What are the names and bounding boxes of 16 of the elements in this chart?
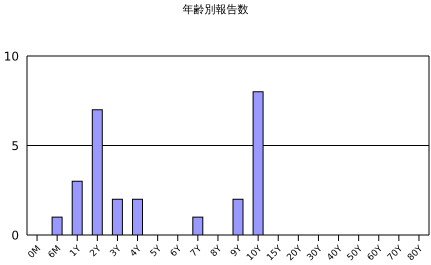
x-tick-label: 4Y: [128, 244, 144, 260]
x-tick-label: 9Y: [229, 244, 245, 260]
y-tick-label: 0: [11, 228, 19, 242]
x-tick-label: 2Y: [88, 244, 104, 260]
x-tick-label: 8Y: [209, 244, 224, 260]
chart-title: 年齢別報告数: [182, 2, 250, 17]
x-tick-label: 1Y: [68, 244, 84, 260]
y-tick-label: 10: [4, 49, 19, 64]
x-tick-label: 3Y: [108, 244, 124, 260]
x-tick-label: 40Y: [326, 244, 346, 264]
y-tick-label: 5: [11, 138, 19, 153]
x-tick-label: 6Y: [168, 244, 184, 260]
x-tick-label: 7Y: [188, 244, 204, 260]
x-tick-label: 6M: [46, 244, 64, 261]
x-tick-label: 0M: [26, 244, 44, 261]
x-tick-label: 5Y: [148, 244, 164, 260]
